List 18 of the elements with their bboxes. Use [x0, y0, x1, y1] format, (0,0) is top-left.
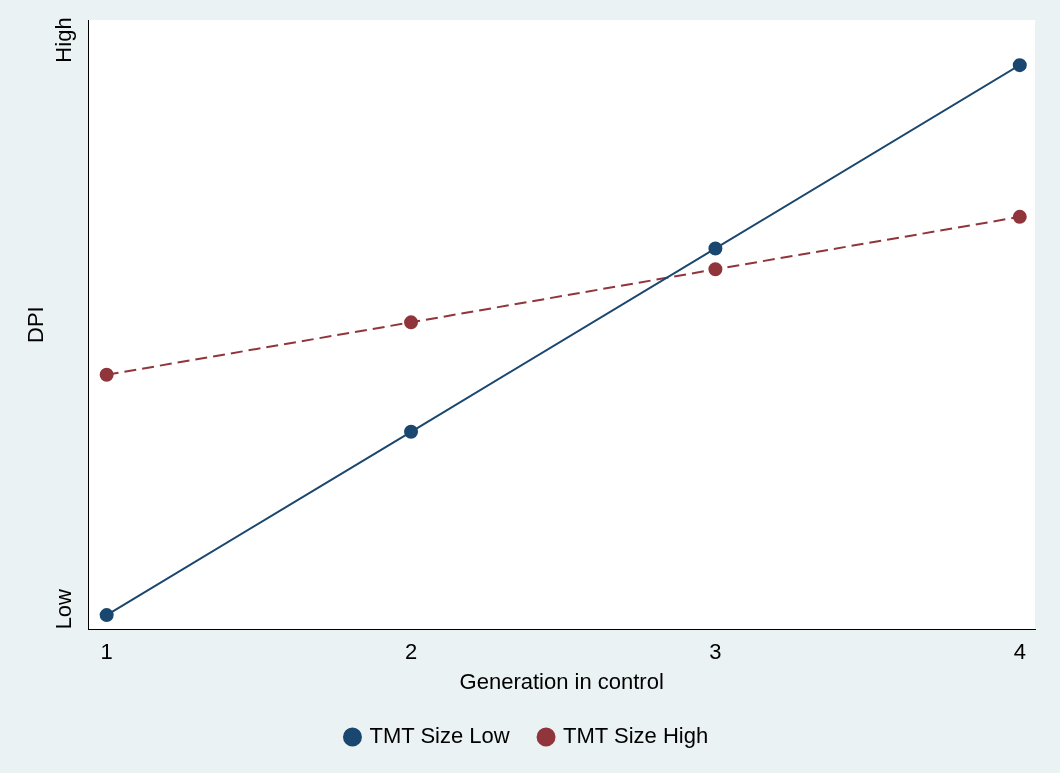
point — [708, 241, 723, 256]
legend-label: TMT Size Low — [369, 723, 510, 749]
x-tick-label: 2 — [404, 639, 418, 665]
legend-label: TMT Size High — [563, 723, 709, 749]
point — [708, 262, 723, 277]
x-tick-label: 4 — [1013, 639, 1026, 665]
x-tick-label: 3 — [709, 639, 722, 665]
point — [404, 424, 419, 439]
y-axis-title: DPI — [23, 306, 49, 343]
point — [99, 367, 114, 382]
text: High — [51, 17, 77, 63]
point — [404, 315, 419, 330]
x-axis-title: Generation in control — [459, 668, 664, 694]
point — [1012, 209, 1027, 224]
point — [99, 608, 114, 623]
point — [1012, 58, 1027, 73]
x-tick-label: 1 — [100, 639, 113, 665]
text: Low — [51, 588, 77, 630]
